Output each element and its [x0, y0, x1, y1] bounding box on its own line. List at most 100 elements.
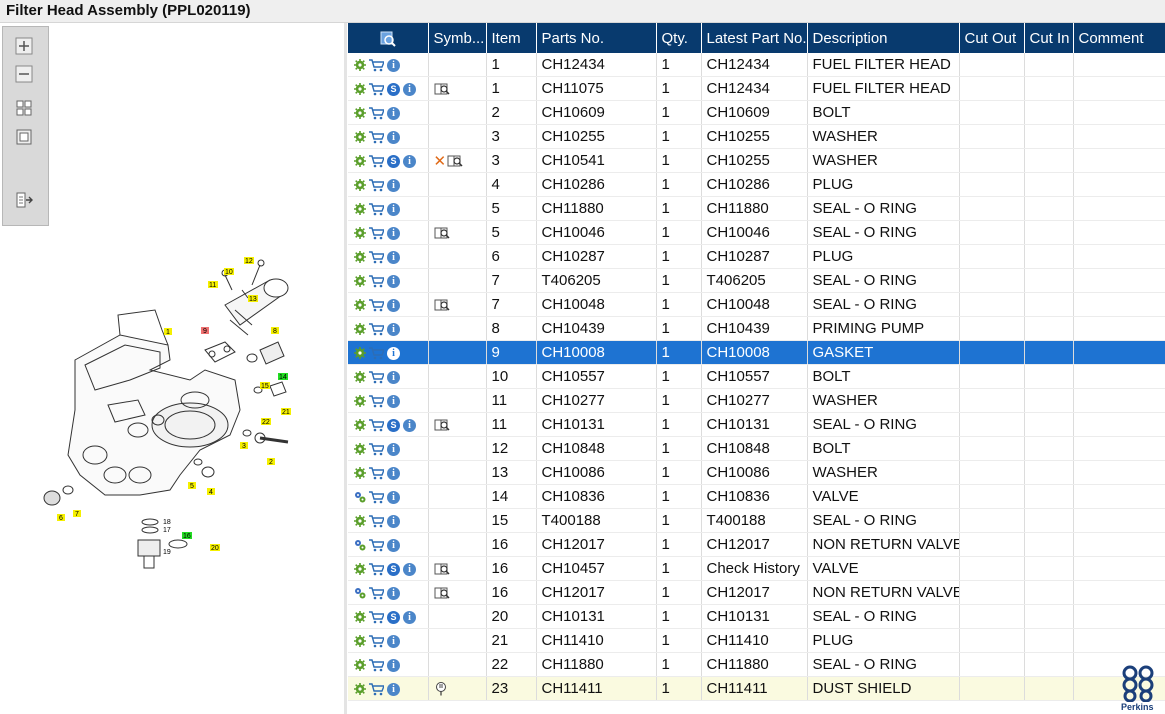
- cart-icon[interactable]: [369, 466, 384, 480]
- column-header-item[interactable]: Item: [486, 23, 537, 53]
- info-icon[interactable]: i: [387, 58, 400, 72]
- cart-icon[interactable]: [369, 226, 384, 240]
- info-icon[interactable]: i: [387, 130, 400, 144]
- parts-diagram[interactable]: 1 2 3 4 5 6 7 8 9 10 11 12 13 14 15 16 1…: [20, 250, 340, 590]
- cart-icon[interactable]: [369, 610, 384, 624]
- table-row[interactable]: i 4 CH10286 1 CH10286 PLUG: [348, 172, 1165, 197]
- info-icon[interactable]: i: [387, 370, 400, 384]
- cart-icon[interactable]: [369, 106, 384, 120]
- info-icon[interactable]: i: [387, 682, 400, 696]
- supersession-icon[interactable]: S: [387, 418, 400, 432]
- cart-icon[interactable]: [369, 274, 384, 288]
- zoom-out-button[interactable]: [15, 65, 33, 83]
- table-row[interactable]: i 9 CH10008 1 CH10008 GASKET: [348, 340, 1165, 365]
- table-row[interactable]: i 10 CH10557 1 CH10557 BOLT: [348, 364, 1165, 389]
- column-header-latest-part-no[interactable]: Latest Part No.: [701, 23, 808, 53]
- info-icon[interactable]: i: [387, 658, 400, 672]
- cart-icon[interactable]: [369, 82, 384, 96]
- table-row[interactable]: i 23 CH11411 1 CH11411 DUST SHIELD: [348, 676, 1165, 701]
- info-icon[interactable]: i: [387, 106, 400, 120]
- fit-all-button[interactable]: [15, 99, 33, 117]
- table-row[interactable]: i 3 CH10255 1 CH10255 WASHER: [348, 124, 1165, 149]
- table-row[interactable]: i 7 CH10048 1 CH10048 SEAL - O RING: [348, 292, 1165, 317]
- cart-icon[interactable]: [369, 682, 384, 696]
- actual-size-button[interactable]: [15, 128, 33, 146]
- table-row[interactable]: i 22 CH11880 1 CH11880 SEAL - O RING: [348, 652, 1165, 677]
- info-icon[interactable]: i: [387, 466, 400, 480]
- info-icon[interactable]: i: [387, 178, 400, 192]
- column-header-qty[interactable]: Qty.: [656, 23, 702, 53]
- cart-icon[interactable]: [369, 250, 384, 264]
- info-icon[interactable]: i: [387, 490, 400, 504]
- column-header-symbol[interactable]: Symb...: [428, 23, 487, 53]
- table-row[interactable]: i 12 CH10848 1 CH10848 BOLT: [348, 436, 1165, 461]
- info-icon[interactable]: i: [403, 82, 416, 96]
- info-icon[interactable]: i: [387, 514, 400, 528]
- cart-icon[interactable]: [369, 298, 384, 312]
- cart-icon[interactable]: [369, 490, 384, 504]
- info-icon[interactable]: i: [387, 586, 400, 600]
- info-icon[interactable]: i: [387, 274, 400, 288]
- table-row[interactable]: i 5 CH11880 1 CH11880 SEAL - O RING: [348, 196, 1165, 221]
- info-icon[interactable]: i: [403, 610, 416, 624]
- info-icon[interactable]: i: [387, 226, 400, 240]
- cart-icon[interactable]: [369, 418, 384, 432]
- cart-icon[interactable]: [369, 346, 384, 360]
- cart-icon[interactable]: [369, 394, 384, 408]
- cart-icon[interactable]: [369, 562, 384, 576]
- info-icon[interactable]: i: [387, 634, 400, 648]
- info-icon[interactable]: i: [387, 442, 400, 456]
- cart-icon[interactable]: [369, 442, 384, 456]
- info-icon[interactable]: i: [387, 322, 400, 336]
- table-row[interactable]: i 16 CH12017 1 CH12017 NON RETURN VALVE: [348, 580, 1165, 605]
- table-row[interactable]: i 21 CH11410 1 CH11410 PLUG: [348, 628, 1165, 653]
- column-header-actions[interactable]: [348, 23, 429, 53]
- cart-icon[interactable]: [369, 58, 384, 72]
- pane-splitter[interactable]: [344, 23, 347, 714]
- diagram-pane[interactable]: [0, 23, 344, 714]
- column-header-cut-in[interactable]: Cut In: [1024, 23, 1074, 53]
- cart-icon[interactable]: [369, 538, 384, 552]
- cart-icon[interactable]: [369, 634, 384, 648]
- cart-icon[interactable]: [369, 370, 384, 384]
- info-icon[interactable]: i: [403, 418, 416, 432]
- table-row[interactable]: i 8 CH10439 1 CH10439 PRIMING PUMP: [348, 316, 1165, 341]
- table-row[interactable]: i 16 CH12017 1 CH12017 NON RETURN VALVE: [348, 532, 1165, 557]
- column-header-cut-out[interactable]: Cut Out: [959, 23, 1025, 53]
- supersession-icon[interactable]: S: [387, 562, 400, 576]
- info-icon[interactable]: i: [387, 298, 400, 312]
- cart-icon[interactable]: [369, 154, 384, 168]
- column-header-description[interactable]: Description: [807, 23, 960, 53]
- table-row[interactable]: i 7 T406205 1 T406205 SEAL - O RING: [348, 268, 1165, 293]
- info-icon[interactable]: i: [387, 346, 400, 360]
- cart-icon[interactable]: [369, 586, 384, 600]
- supersession-icon[interactable]: S: [387, 610, 400, 624]
- cart-icon[interactable]: [369, 514, 384, 528]
- table-row[interactable]: i 13 CH10086 1 CH10086 WASHER: [348, 460, 1165, 485]
- info-icon[interactable]: i: [387, 250, 400, 264]
- cart-icon[interactable]: [369, 178, 384, 192]
- info-icon[interactable]: i: [403, 562, 416, 576]
- cart-icon[interactable]: [369, 322, 384, 336]
- column-header-parts-no[interactable]: Parts No.: [536, 23, 657, 53]
- table-row[interactable]: i 2 CH10609 1 CH10609 BOLT: [348, 100, 1165, 125]
- info-icon[interactable]: i: [387, 394, 400, 408]
- supersession-icon[interactable]: S: [387, 154, 400, 168]
- cart-icon[interactable]: [369, 202, 384, 216]
- table-row[interactable]: i 15 T400188 1 T400188 SEAL - O RING: [348, 508, 1165, 533]
- table-row[interactable]: i 5 CH10046 1 CH10046 SEAL - O RING: [348, 220, 1165, 245]
- zoom-in-button[interactable]: [15, 37, 33, 55]
- export-button[interactable]: [15, 191, 33, 209]
- supersession-icon[interactable]: S: [387, 82, 400, 96]
- info-icon[interactable]: i: [387, 202, 400, 216]
- table-row[interactable]: i 11 CH10277 1 CH10277 WASHER: [348, 388, 1165, 413]
- info-icon[interactable]: i: [387, 538, 400, 552]
- cart-icon[interactable]: [369, 130, 384, 144]
- table-row[interactable]: i 1 CH12434 1 CH12434 FUEL FILTER HEAD: [348, 53, 1165, 77]
- column-header-comment[interactable]: Comment: [1073, 23, 1165, 53]
